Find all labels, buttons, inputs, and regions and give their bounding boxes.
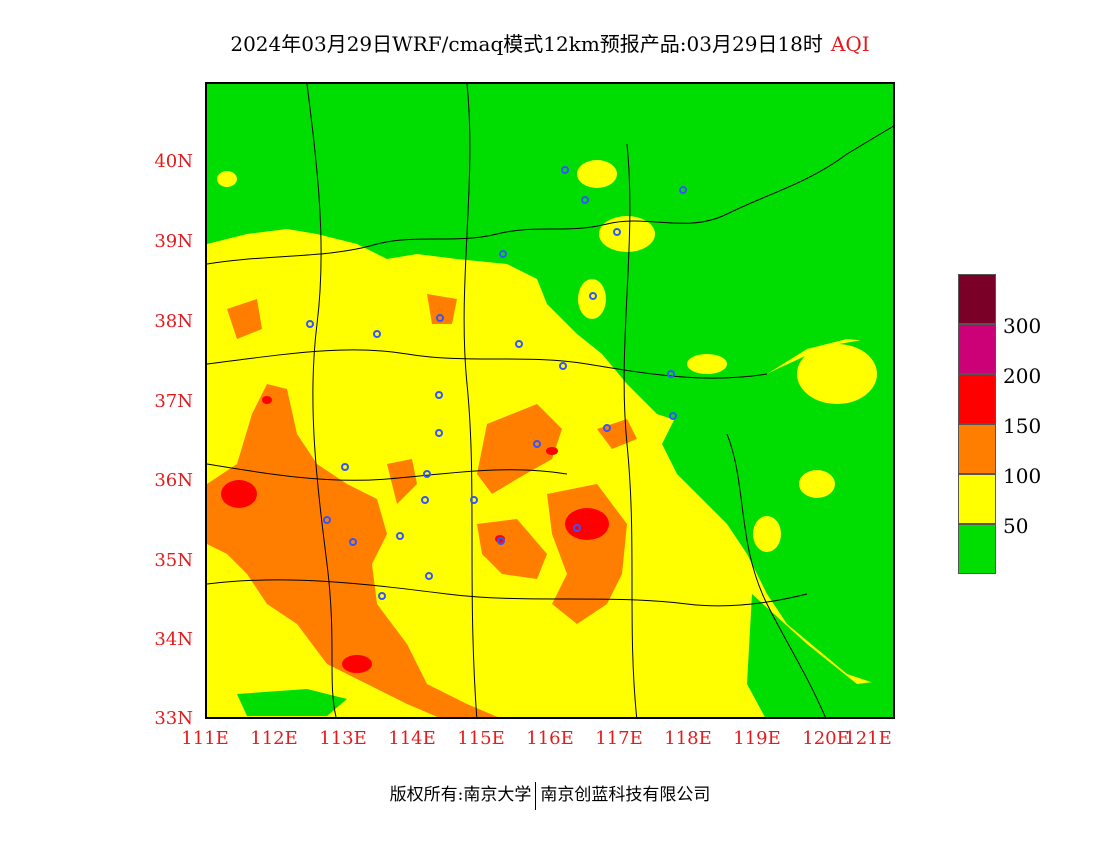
title-product: AQI bbox=[830, 32, 870, 56]
map-canvas bbox=[207, 84, 893, 717]
title-main: 2024年03月29日WRF/cmaq模式12km预报产品:03月29日18时 bbox=[230, 32, 823, 56]
lat-tick-39: 39N bbox=[154, 231, 193, 252]
legend-label-100: 100 bbox=[1003, 464, 1042, 488]
good-zone-north bbox=[207, 84, 893, 424]
lat-tick-40: 40N bbox=[154, 151, 193, 172]
lon-tick-114: 114E bbox=[388, 728, 436, 749]
lon-tick-112: 112E bbox=[250, 728, 298, 749]
lat-tick-35: 35N bbox=[154, 550, 193, 571]
legend-label-150: 150 bbox=[1003, 414, 1042, 438]
hotspot-south bbox=[342, 655, 372, 673]
lat-tick-38: 38N bbox=[154, 311, 193, 332]
moderate-high-zone-south bbox=[547, 484, 627, 624]
legend-swatch-hazardous bbox=[958, 274, 996, 324]
lon-tick-118: 118E bbox=[664, 728, 712, 749]
lat-tick-34: 34N bbox=[154, 629, 193, 650]
hotspot-east bbox=[565, 508, 609, 540]
legend-swatch-moderate bbox=[958, 474, 996, 524]
legend-swatch-good bbox=[958, 524, 996, 574]
lat-tick-36: 36N bbox=[154, 470, 193, 491]
map-title: 2024年03月29日WRF/cmaq模式12km预报产品:03月29日18时 A… bbox=[0, 28, 1100, 57]
legend-label-50: 50 bbox=[1003, 514, 1029, 538]
lon-tick-121: 121E bbox=[844, 728, 892, 749]
good-zone-southwest bbox=[237, 689, 347, 716]
copyright-footer: 版权所有:南京大学 南京创蓝科技有限公司 bbox=[0, 780, 1100, 810]
company-text: 南京创蓝科技有限公司 bbox=[540, 785, 711, 805]
moderate-high-zone-central bbox=[477, 404, 562, 494]
moderate-high-zone-west bbox=[207, 384, 498, 717]
lon-tick-115: 115E bbox=[457, 728, 505, 749]
lon-tick-116: 116E bbox=[526, 728, 574, 749]
footer-divider bbox=[535, 781, 537, 810]
lon-tick-111: 111E bbox=[181, 728, 229, 749]
lon-tick-120: 120E bbox=[802, 728, 850, 749]
lat-tick-33: 33N bbox=[154, 708, 193, 729]
legend-label-200: 200 bbox=[1003, 364, 1042, 388]
hotspot-west bbox=[221, 480, 257, 508]
admin-boundaries bbox=[207, 84, 893, 717]
copyright-text: 版权所有:南京大学 bbox=[389, 785, 532, 805]
aqi-forecast-map bbox=[205, 82, 895, 719]
good-zone-east bbox=[662, 334, 893, 684]
legend-swatch-very-unhealthy bbox=[958, 324, 996, 374]
monitoring-stations bbox=[306, 166, 687, 600]
lon-tick-119: 119E bbox=[733, 728, 781, 749]
good-zone-southeast bbox=[747, 594, 893, 717]
legend-label-300: 300 bbox=[1003, 314, 1042, 338]
lon-tick-113: 113E bbox=[319, 728, 367, 749]
lat-tick-37: 37N bbox=[154, 391, 193, 412]
lon-tick-117: 117E bbox=[595, 728, 643, 749]
legend-swatch-unhealthy bbox=[958, 374, 996, 424]
legend-swatch-usg bbox=[958, 424, 996, 474]
